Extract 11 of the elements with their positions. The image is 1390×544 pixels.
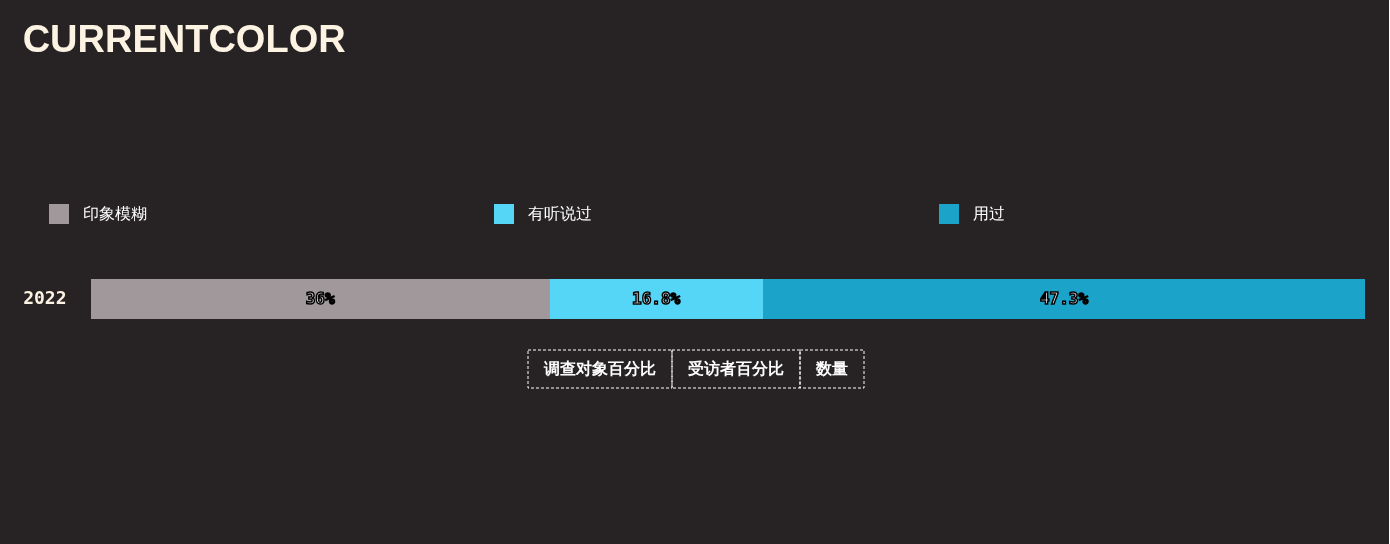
text: 调查对象百分比 <box>543 359 656 378</box>
legend-label: 用过 <box>973 204 1005 223</box>
data-label: 16.8% <box>632 289 681 308</box>
legend-label: 印象模糊 <box>83 204 147 223</box>
text: 数量 <box>815 359 848 378</box>
text: 受访者百分比 <box>687 359 784 378</box>
y-tick-label: 2022 <box>23 287 67 308</box>
data-label: 47.3% <box>1039 289 1089 308</box>
chart-title: CURRENTCOLOR <box>22 18 346 60</box>
data-label: 36% <box>305 289 335 308</box>
legend-label: 有听说过 <box>528 204 592 223</box>
